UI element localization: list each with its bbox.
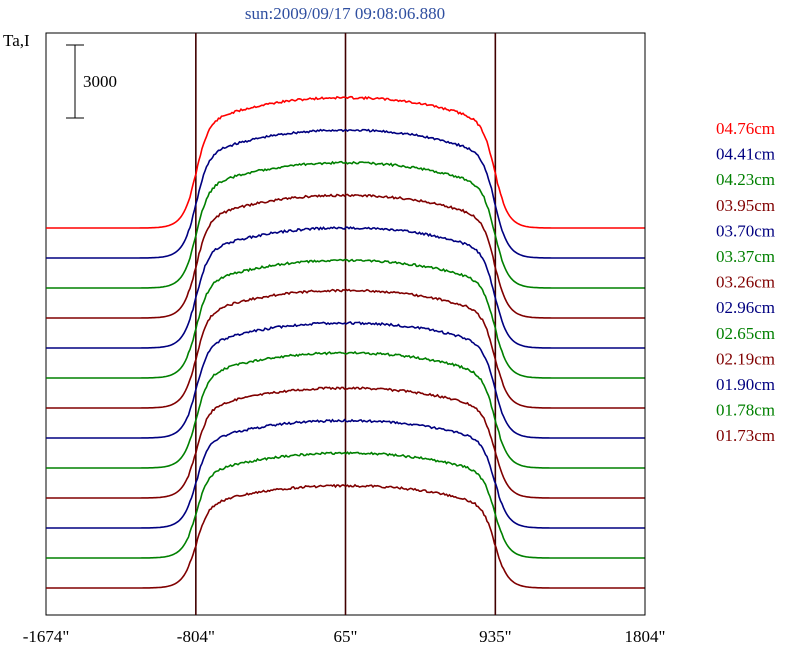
x-tick-label: -1674" [23,627,70,646]
scale-bar: 3000 [66,44,117,119]
series-line [46,386,645,499]
series-line [46,95,645,229]
y-axis-label: Ta,I [3,31,30,50]
legend-entry: 04.23cm [716,170,775,189]
legend-entry: 03.26cm [716,273,775,292]
x-tick-label: -804" [177,627,215,646]
series-group [46,95,645,589]
legend-entry: 01.73cm [716,426,775,445]
legend-entry: 03.37cm [716,247,775,266]
scale-bar-label: 3000 [83,72,117,91]
series-line [46,193,645,319]
series-line [46,451,645,559]
x-tick-label: 1804" [625,627,666,646]
series-line [46,258,645,379]
series-line [46,160,645,289]
legend-entry: 04.76cm [716,119,775,138]
legend-entry: 02.65cm [716,324,775,343]
series-line [46,350,645,469]
series-line [46,483,645,589]
x-tick-label: 935" [479,627,511,646]
legend-entry: 03.95cm [716,196,775,215]
series-line [46,288,645,409]
legend: 04.76cm 04.41cm 04.23cm 03.95cm 03.70cm 03.37… [716,119,775,445]
legend-entry: 04.41cm [716,145,775,164]
x-tick-label: 65" [334,627,358,646]
series-line [46,321,645,439]
legend-entry: 02.96cm [716,298,775,317]
series-line [46,226,645,349]
legend-entry: 03.70cm [716,221,775,240]
x-tick-labels: -1674" -804" 65" 935" 1804" [23,627,666,646]
legend-entry: 02.19cm [716,349,775,368]
legend-entry: 01.78cm [716,401,775,420]
series-line [46,128,645,259]
chart-title: sun:2009/09/17 09:08:06.880 [245,4,445,23]
legend-entry: 01.90cm [716,375,775,394]
series-line [46,418,645,529]
